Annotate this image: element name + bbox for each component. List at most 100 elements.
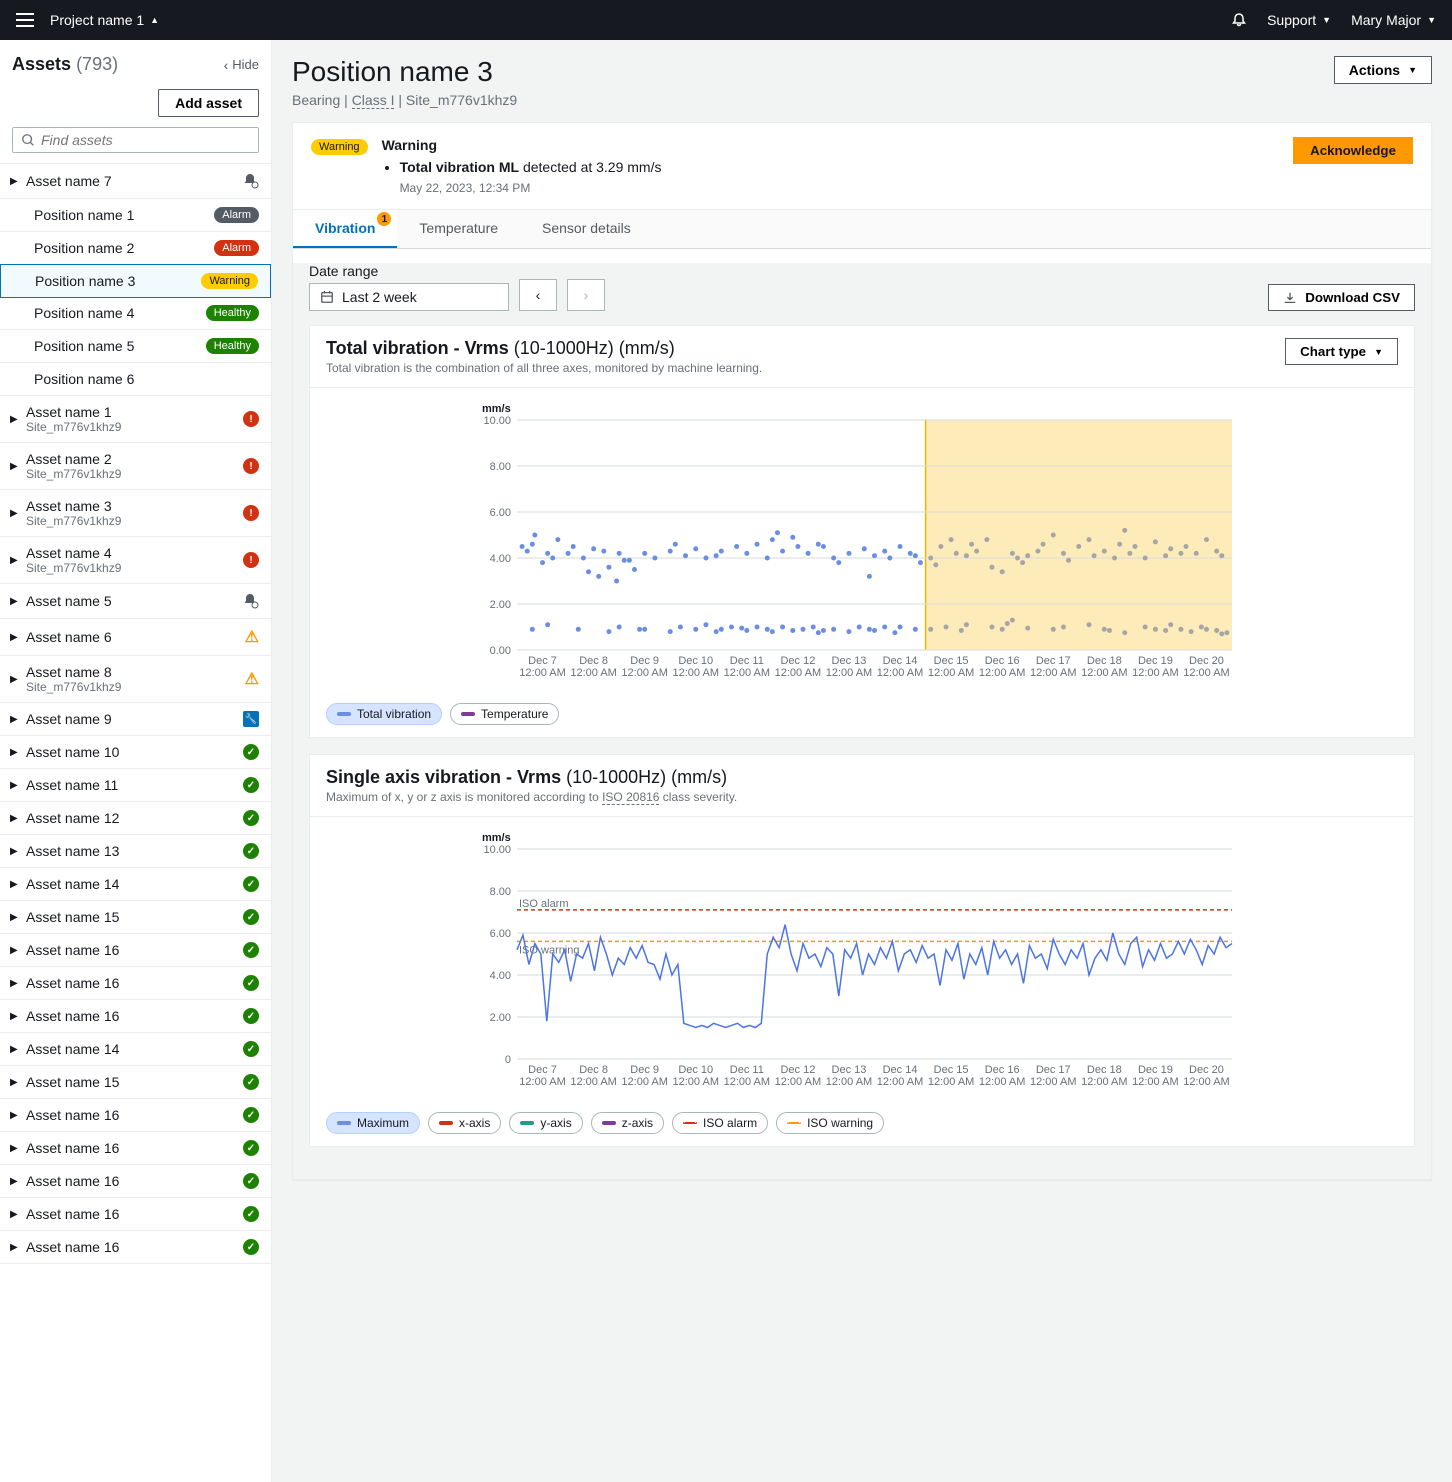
single-axis-chart: Single axis vibration - Vrms (10-1000Hz)…	[309, 754, 1415, 1147]
asset-item[interactable]: ▶Asset name 4Site_m776v1khz9!	[0, 537, 271, 584]
legend-maximum[interactable]: Maximum	[326, 1112, 420, 1134]
notifications-icon[interactable]	[1231, 12, 1247, 28]
svg-text:Dec 13: Dec 13	[832, 655, 867, 667]
hide-sidebar[interactable]: ‹ Hide	[224, 57, 259, 73]
download-csv-button[interactable]: Download CSV	[1268, 284, 1415, 311]
chart-subtitle: Maximum of x, y or z axis is monitored a…	[326, 790, 737, 804]
date-range-label: Date range	[309, 263, 509, 279]
calendar-icon	[320, 290, 334, 304]
legend-iso-alarm[interactable]: ISO alarm	[672, 1112, 768, 1134]
tab-sensor-details[interactable]: Sensor details	[520, 210, 653, 248]
tabs: Vibration1TemperatureSensor details	[293, 209, 1431, 249]
legend-z-axis[interactable]: z-axis	[591, 1112, 664, 1134]
svg-text:2.00: 2.00	[490, 599, 511, 611]
asset-item[interactable]: ▶Asset name 16✓	[0, 1099, 271, 1132]
warning-badge: Warning	[311, 139, 368, 155]
asset-item[interactable]: ▶Asset name 14✓	[0, 868, 271, 901]
asset-item[interactable]: ▶Asset name 8Site_m776v1khz9⚠	[0, 656, 271, 703]
scatter-chart: mm/s0.002.004.006.008.0010.00Dec 712:00 …	[326, 400, 1398, 690]
svg-text:12:00 AM: 12:00 AM	[570, 667, 616, 679]
date-range-select[interactable]: Last 2 week	[309, 283, 509, 311]
menu-icon[interactable]	[16, 13, 34, 27]
svg-text:12:00 AM: 12:00 AM	[519, 1076, 565, 1088]
asset-item[interactable]: ▶Asset name 15✓	[0, 1066, 271, 1099]
svg-text:12:00 AM: 12:00 AM	[519, 667, 565, 679]
svg-text:12:00 AM: 12:00 AM	[1183, 667, 1229, 679]
asset-item[interactable]: ▶Asset name 16✓	[0, 1165, 271, 1198]
position-item[interactable]: Position name 3Warning	[0, 264, 271, 298]
svg-text:6.00: 6.00	[490, 928, 511, 940]
asset-item[interactable]: ▶Asset name 3Site_m776v1khz9!	[0, 490, 271, 537]
asset-item[interactable]: ▶Asset name 16✓	[0, 934, 271, 967]
svg-text:8.00: 8.00	[490, 461, 511, 473]
svg-text:12:00 AM: 12:00 AM	[724, 1076, 770, 1088]
asset-item[interactable]: ▶Asset name 16✓	[0, 1231, 271, 1264]
asset-item[interactable]: ▶Asset name 9🔧	[0, 703, 271, 736]
sidebar: Assets (793) ‹ Hide Add asset ▶Asset nam…	[0, 40, 272, 1482]
asset-item[interactable]: ▶Asset name 5	[0, 584, 271, 619]
legend-y-axis[interactable]: y-axis	[509, 1112, 582, 1134]
asset-item[interactable]: ▶Asset name 7	[0, 164, 271, 199]
alert-timestamp: May 22, 2023, 12:34 PM	[400, 181, 1280, 195]
user-menu[interactable]: Mary Major	[1351, 12, 1436, 28]
svg-text:Dec 12: Dec 12	[780, 655, 815, 667]
search-input[interactable]	[12, 127, 259, 153]
project-selector[interactable]: Project name 1	[50, 12, 159, 28]
svg-text:Dec 17: Dec 17	[1036, 1064, 1071, 1076]
svg-text:12:00 AM: 12:00 AM	[826, 667, 872, 679]
svg-text:12:00 AM: 12:00 AM	[1081, 1076, 1127, 1088]
legend-iso-warning[interactable]: ISO warning	[776, 1112, 884, 1134]
svg-text:ISO alarm: ISO alarm	[519, 898, 569, 910]
svg-text:12:00 AM: 12:00 AM	[1081, 667, 1127, 679]
asset-item[interactable]: ▶Asset name 16✓	[0, 967, 271, 1000]
chart-title: Single axis vibration - Vrms (10-1000Hz)…	[326, 767, 737, 788]
alert-title: Warning	[382, 137, 1280, 153]
position-item[interactable]: Position name 4Healthy	[0, 297, 271, 330]
legend-temperature[interactable]: Temperature	[450, 703, 559, 725]
chart-subtitle: Total vibration is the combination of al…	[326, 361, 762, 375]
svg-text:Dec 18: Dec 18	[1087, 1064, 1122, 1076]
asset-item[interactable]: ▶Asset name 15✓	[0, 901, 271, 934]
legend-x-axis[interactable]: x-axis	[428, 1112, 501, 1134]
asset-item[interactable]: ▶Asset name 16✓	[0, 1000, 271, 1033]
svg-text:12:00 AM: 12:00 AM	[775, 667, 821, 679]
asset-item[interactable]: ▶Asset name 14✓	[0, 1033, 271, 1066]
svg-text:12:00 AM: 12:00 AM	[621, 1076, 667, 1088]
alert-detail: Total vibration ML detected at 3.29 mm/s	[400, 159, 1280, 175]
position-item[interactable]: Position name 1Alarm	[0, 199, 271, 232]
asset-item[interactable]: ▶Asset name 12✓	[0, 802, 271, 835]
asset-item[interactable]: ▶Asset name 16✓	[0, 1132, 271, 1165]
asset-item[interactable]: ▶Asset name 16✓	[0, 1198, 271, 1231]
svg-text:Dec 7: Dec 7	[528, 655, 557, 667]
position-item[interactable]: Position name 2Alarm	[0, 232, 271, 265]
add-asset-button[interactable]: Add asset	[158, 89, 259, 117]
svg-text:Dec 10: Dec 10	[678, 1064, 713, 1076]
svg-text:12:00 AM: 12:00 AM	[826, 1076, 872, 1088]
svg-text:Dec 14: Dec 14	[883, 655, 918, 667]
position-item[interactable]: Position name 5Healthy	[0, 330, 271, 363]
acknowledge-button[interactable]: Acknowledge	[1293, 137, 1413, 164]
actions-button[interactable]: Actions	[1334, 56, 1432, 84]
svg-text:Dec 11: Dec 11	[730, 1064, 764, 1076]
asset-item[interactable]: ▶Asset name 1Site_m776v1khz9!	[0, 396, 271, 443]
svg-text:Dec 7: Dec 7	[528, 1064, 557, 1076]
svg-text:12:00 AM: 12:00 AM	[928, 1076, 974, 1088]
svg-text:ISO warning: ISO warning	[519, 944, 580, 956]
prev-button[interactable]: ‹	[519, 279, 557, 311]
asset-item[interactable]: ▶Asset name 11✓	[0, 769, 271, 802]
asset-item[interactable]: ▶Asset name 13✓	[0, 835, 271, 868]
svg-text:4.00: 4.00	[490, 553, 511, 565]
svg-text:Dec 20: Dec 20	[1189, 1064, 1224, 1076]
tab-vibration[interactable]: Vibration1	[293, 210, 397, 248]
top-nav: Project name 1 Support Mary Major	[0, 0, 1452, 40]
chart-type-button[interactable]: Chart type	[1285, 338, 1398, 365]
asset-item[interactable]: ▶Asset name 10✓	[0, 736, 271, 769]
position-item[interactable]: Position name 6	[0, 363, 271, 396]
support-menu[interactable]: Support	[1267, 12, 1331, 28]
asset-item[interactable]: ▶Asset name 6⚠	[0, 619, 271, 656]
legend-total-vibration[interactable]: Total vibration	[326, 703, 442, 725]
svg-text:Dec 11: Dec 11	[730, 655, 764, 667]
warning-alert: Warning Warning Total vibration ML detec…	[293, 123, 1431, 209]
tab-temperature[interactable]: Temperature	[397, 210, 520, 248]
asset-item[interactable]: ▶Asset name 2Site_m776v1khz9!	[0, 443, 271, 490]
